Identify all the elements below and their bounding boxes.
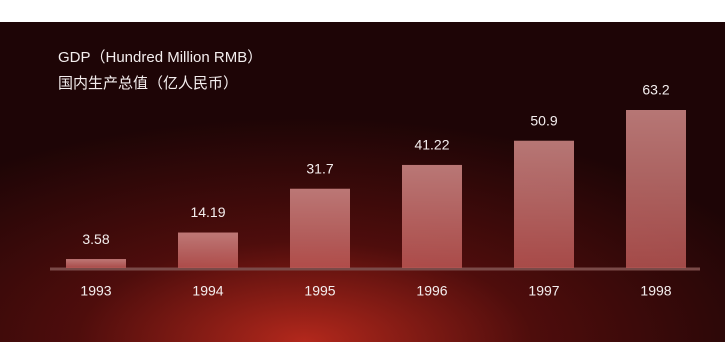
x-tick-label: 1993 [80,283,111,299]
value-label: 63.2 [642,82,669,98]
chart-subtitle: 国内生产总值（亿人民币） [58,75,238,92]
x-tick-label: 1998 [640,283,671,299]
x-tick-label: 1994 [192,283,223,299]
bar-shade [402,164,462,268]
value-label: 50.9 [530,112,557,128]
x-tick-label: 1995 [304,283,335,299]
bar-shade [626,110,686,268]
value-label: 3.58 [82,231,109,247]
bar-shade [514,140,574,268]
chart-background [0,22,725,342]
x-tick-label: 1997 [528,283,559,299]
value-label: 14.19 [190,204,225,220]
bar-shade [178,232,238,268]
chart-title: GDP（Hundred Million RMB） [58,49,262,66]
bar-shade [290,188,350,268]
x-tick-label: 1996 [416,283,447,299]
value-label: 31.7 [306,160,333,176]
bar-shade [66,259,126,268]
value-label: 41.22 [414,137,449,153]
